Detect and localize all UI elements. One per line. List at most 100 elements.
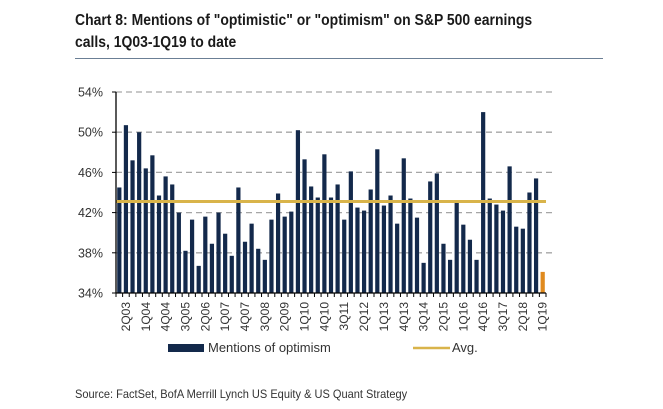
bar-1Q07 — [223, 233, 228, 293]
source-note: Source: FactSet, BofA Merrill Lynch US E… — [75, 387, 408, 401]
x-tick-label: 4Q16 — [476, 302, 490, 332]
bar-3Q18 — [527, 192, 532, 293]
x-tick-label: 4Q13 — [397, 302, 411, 332]
bar-4Q07 — [242, 241, 248, 293]
y-tick-label: 38% — [78, 246, 103, 260]
bar-4Q06 — [216, 212, 221, 293]
legend: Mentions of optimism Avg. — [168, 340, 478, 355]
legend-label-avg: Avg. — [452, 340, 478, 355]
bar-1Q08 — [249, 223, 254, 293]
bar-3Q08 — [262, 259, 267, 293]
x-tick-label: 2Q18 — [516, 302, 530, 332]
bar-4Q18 — [533, 178, 539, 293]
bar-4Q13 — [401, 158, 406, 293]
bar-3Q11 — [342, 219, 347, 293]
bar-3Q10 — [315, 197, 320, 293]
bar-1Q06 — [196, 265, 201, 293]
bar-3Q05 — [183, 250, 188, 293]
bar-4Q05 — [189, 219, 195, 293]
bar-2Q12 — [361, 210, 367, 293]
chart-title: Chart 8: Mentions of "optimistic" or "op… — [75, 10, 561, 54]
y-tick-label: 34% — [78, 287, 103, 301]
bar-3Q15 — [447, 259, 453, 293]
bar-4Q04 — [163, 176, 168, 293]
bar-4Q10 — [322, 154, 327, 293]
bar-2Q13 — [388, 195, 393, 293]
x-tick-label: 2Q03 — [119, 302, 133, 332]
gridlines — [112, 91, 554, 294]
x-tick-label: 2Q06 — [198, 302, 212, 332]
bar-4Q09 — [295, 130, 301, 293]
bar-4Q03 — [137, 132, 142, 293]
bar-3Q07 — [236, 187, 241, 293]
bar-2Q09 — [282, 216, 287, 293]
bar-2Q07 — [229, 255, 234, 293]
title-divider — [75, 58, 603, 59]
bar-4Q11 — [348, 171, 353, 293]
x-tick-label: 3Q11 — [337, 302, 351, 331]
bar-1Q11 — [328, 197, 334, 293]
x-tick-label: 1Q07 — [218, 302, 232, 332]
bar-2Q05 — [176, 212, 181, 293]
x-tick-label: 3Q14 — [417, 302, 431, 332]
bars — [117, 112, 545, 293]
bar-1Q14 — [408, 198, 413, 293]
bar-3Q16 — [474, 259, 479, 293]
bar-3Q09 — [289, 211, 294, 293]
bar-1Q13 — [381, 205, 387, 293]
x-tick-label: 4Q07 — [238, 302, 252, 332]
bar-3Q03 — [130, 160, 135, 293]
bar-4Q15 — [454, 202, 459, 293]
x-tick-label: 1Q04 — [139, 302, 153, 332]
x-tick-label: 1Q10 — [298, 302, 312, 332]
y-tick-label: 54% — [78, 86, 103, 100]
x-tick-label: 3Q08 — [258, 302, 272, 332]
bar-4Q14 — [428, 181, 433, 293]
bar-4Q12 — [375, 149, 380, 293]
x-tick-label: 2Q09 — [278, 302, 292, 332]
x-tick-label: 4Q10 — [317, 302, 331, 332]
x-axis-labels: 2Q03 1Q04 4Q04 3Q05 2Q06 1Q07 4Q07 3Q08 2Q09 1Q10… — [119, 302, 550, 332]
bar-2Q10 — [309, 186, 314, 293]
x-tick-label: 2Q12 — [357, 302, 371, 332]
bar-1Q18 — [514, 226, 519, 293]
chart-svg: 34% 38% 42% 46% 50% 54% 2Q03 1Q04 4Q04 3Q05 2Q06 1… — [78, 86, 554, 355]
y-tick-label: 42% — [78, 206, 103, 220]
x-tick-label: 1Q16 — [456, 302, 470, 332]
bar-2Q08 — [256, 248, 261, 293]
y-tick-label: 46% — [78, 166, 103, 180]
bar-2Q04 — [150, 155, 155, 293]
bar-1Q10 — [302, 159, 307, 293]
bar-3Q13 — [395, 223, 400, 293]
x-tick-label: 2Q15 — [436, 302, 450, 332]
bar-3Q14 — [421, 262, 426, 293]
bar-1Q03 — [117, 187, 122, 293]
x-tick-label: 1Q13 — [377, 302, 391, 332]
bar-2Q18 — [520, 228, 525, 293]
bar-3Q06 — [209, 243, 215, 293]
bar-1Q05 — [170, 184, 175, 293]
y-tick-label: 50% — [78, 126, 103, 140]
legend-label-mentions: Mentions of optimism — [208, 340, 331, 355]
bar-1Q19 — [540, 271, 545, 293]
bar-2Q15 — [441, 243, 446, 293]
bar-2Q14 — [414, 217, 420, 293]
x-axis-ticks — [115, 293, 547, 297]
bar-3Q04 — [156, 195, 162, 293]
bar-4Q08 — [269, 219, 274, 293]
chart-title-line-1: Chart 8: Mentions of "optimistic" or "op… — [75, 12, 533, 29]
bar-2Q06 — [203, 216, 208, 293]
x-tick-label: 3Q17 — [496, 302, 510, 332]
bar-1Q04 — [143, 168, 148, 293]
bar-1Q16 — [461, 224, 466, 293]
bar-2Q03 — [123, 125, 129, 293]
bar-3Q12 — [368, 189, 373, 293]
bar-1Q17 — [487, 198, 492, 293]
legend-swatch-mentions — [168, 344, 204, 352]
bar-3Q17 — [500, 210, 506, 293]
bar-1Q09 — [275, 193, 281, 293]
x-tick-label: 1Q19 — [536, 302, 550, 332]
x-tick-label: 4Q04 — [159, 302, 173, 332]
bar-1Q15 — [434, 173, 439, 293]
x-tick-label: 3Q05 — [178, 302, 192, 332]
